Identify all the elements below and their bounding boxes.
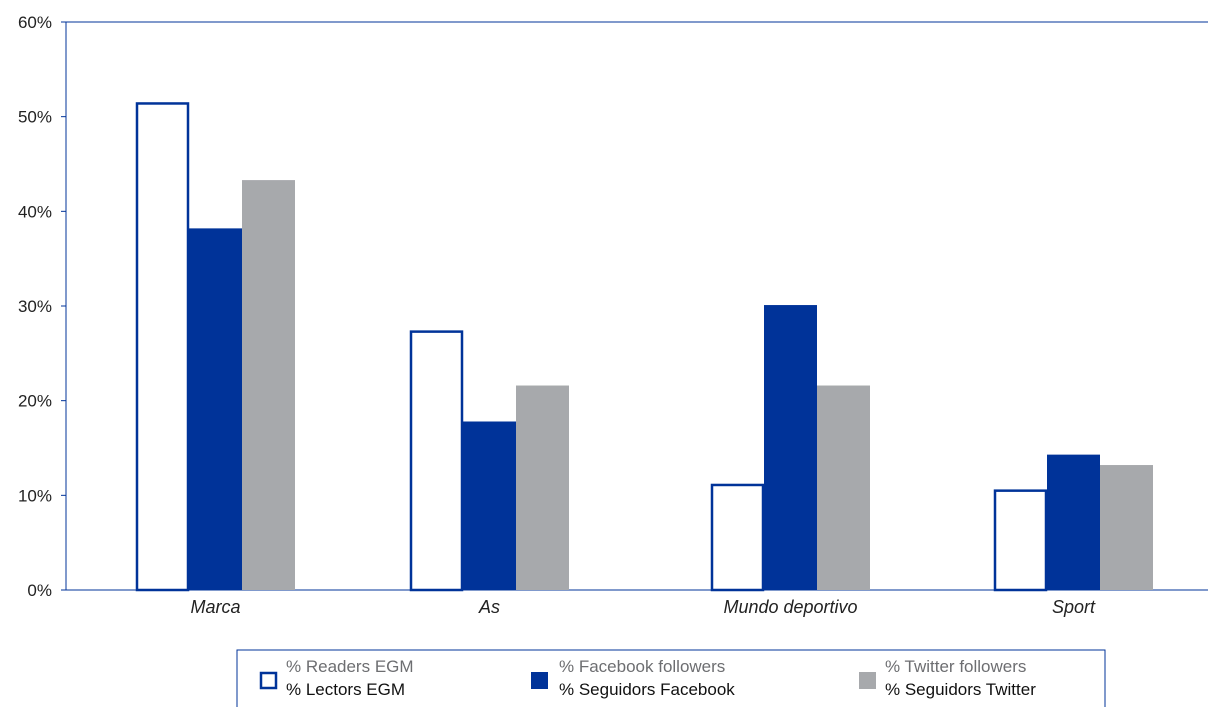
bar--readers-egm-3 xyxy=(993,489,1048,592)
bar--twitter-followers-2 xyxy=(817,385,870,590)
bar--readers-egm-1 xyxy=(409,330,464,592)
y-tick-label: 60% xyxy=(18,13,52,32)
y-tick-label: 50% xyxy=(18,108,52,127)
y-tick-label: 30% xyxy=(18,297,52,316)
legend-label-secondary: % Seguidors Twitter xyxy=(885,680,1036,699)
y-tick-label: 20% xyxy=(18,392,52,411)
bar--readers-egm-0 xyxy=(135,102,190,592)
legend-box xyxy=(236,649,1106,710)
legend-label-secondary: % Seguidors Facebook xyxy=(559,680,735,699)
legend-label-secondary: % Lectors EGM xyxy=(286,680,405,699)
bar--twitter-followers-1 xyxy=(516,385,569,590)
legend-swatch xyxy=(859,672,876,689)
bar--twitter-followers-3 xyxy=(1100,465,1153,590)
legend-swatch xyxy=(531,672,548,689)
x-tick-label: As xyxy=(478,597,500,617)
x-tick-label: Mundo deportivo xyxy=(723,597,857,617)
y-tick-label: 10% xyxy=(18,486,52,505)
bar--facebook-followers-2 xyxy=(764,305,817,590)
bar--facebook-followers-1 xyxy=(463,421,516,590)
legend-label-primary: % Readers EGM xyxy=(286,657,414,676)
bar--twitter-followers-0 xyxy=(242,180,295,591)
x-tick-label: Marca xyxy=(190,597,240,617)
bar--facebook-followers-3 xyxy=(1047,454,1100,590)
y-tick-label: 0% xyxy=(27,581,52,600)
bar--facebook-followers-0 xyxy=(189,228,242,590)
x-tick-label: Sport xyxy=(1052,597,1096,617)
legend-label-primary: % Facebook followers xyxy=(559,657,725,676)
legend-swatch xyxy=(259,671,278,690)
legend-label-primary: % Twitter followers xyxy=(885,657,1026,676)
y-tick-label: 40% xyxy=(18,202,52,221)
bar--readers-egm-2 xyxy=(710,483,765,592)
